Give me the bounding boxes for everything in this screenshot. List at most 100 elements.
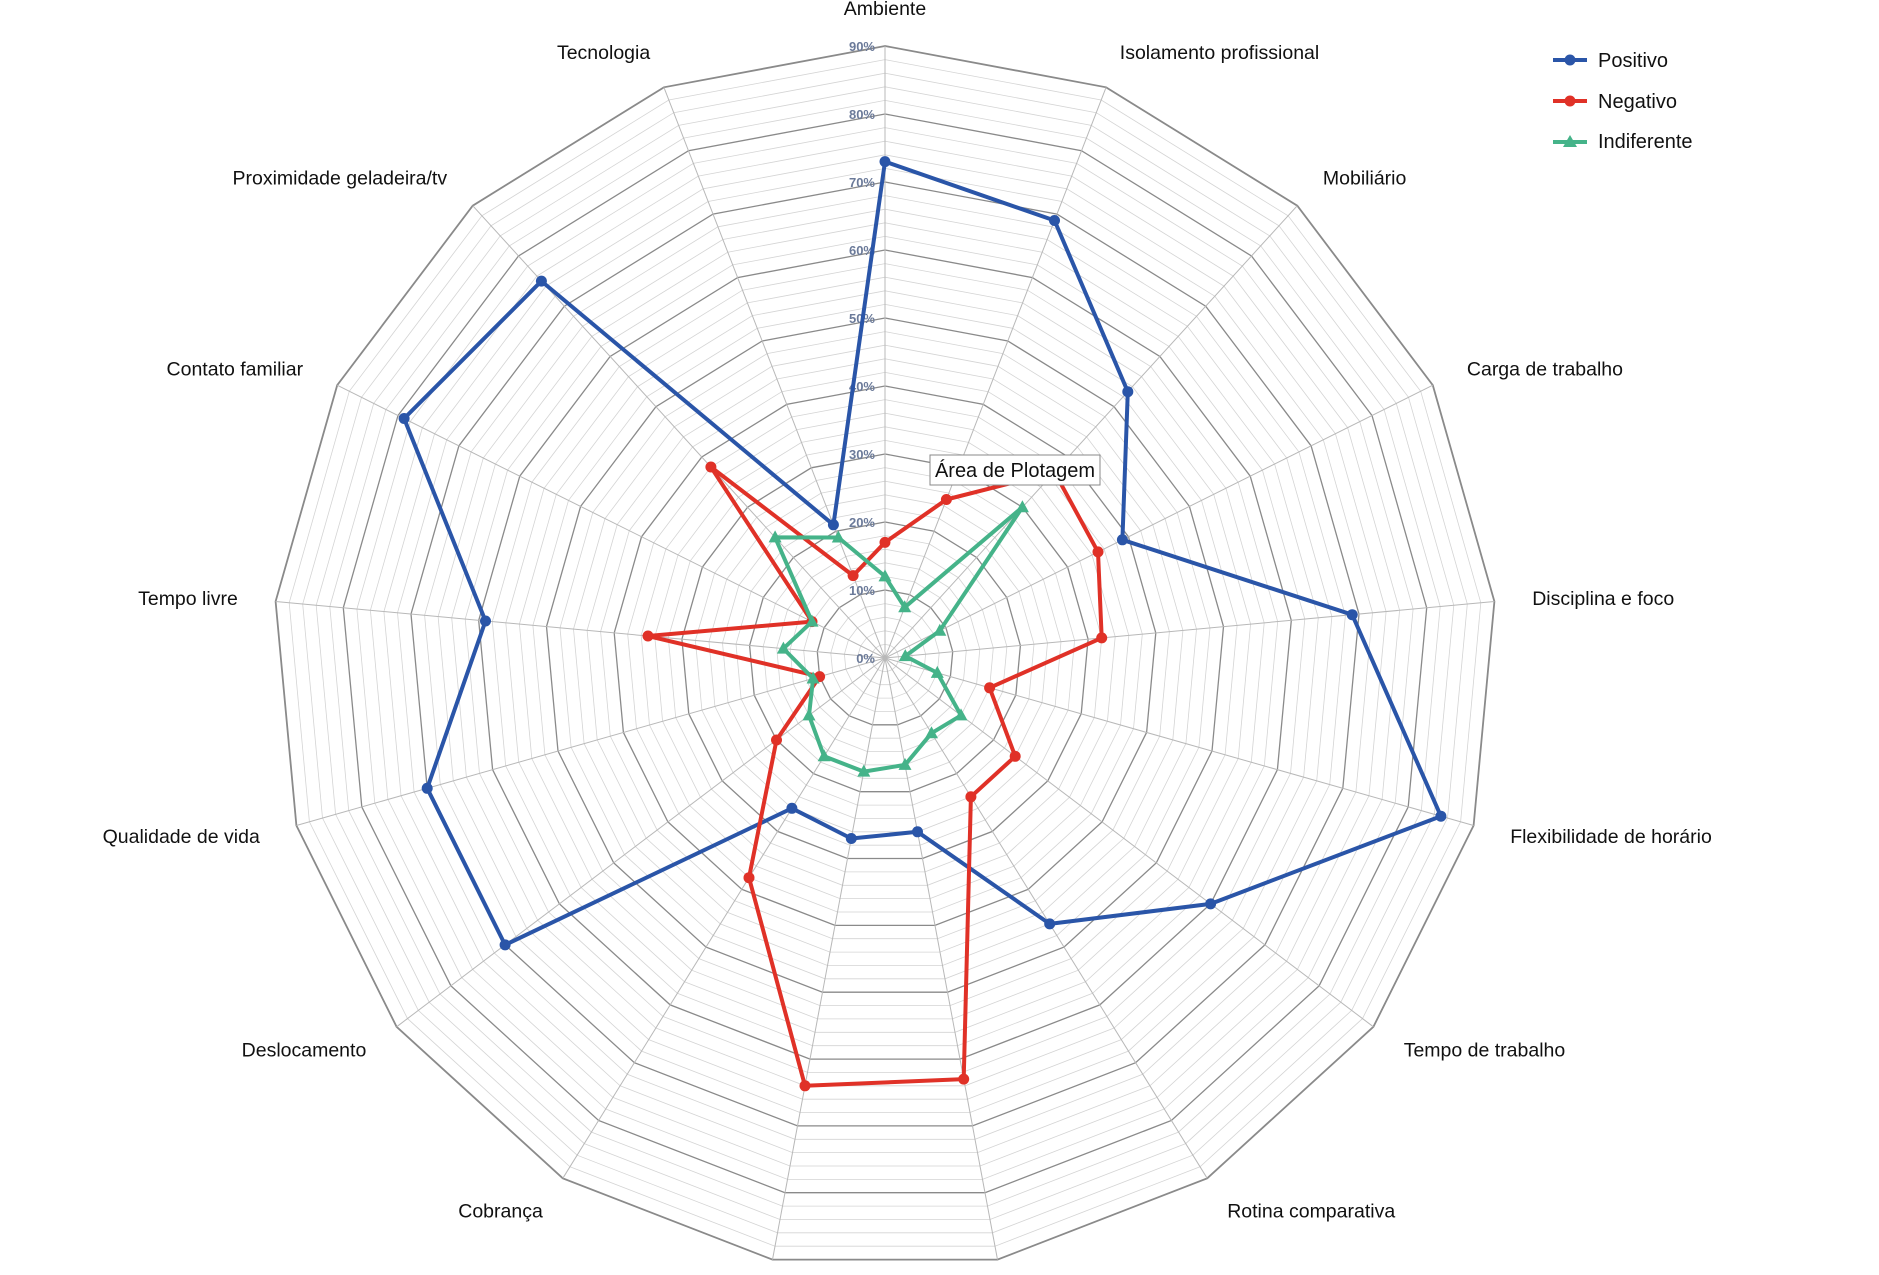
data-point-positivo-deslocamento: [499, 939, 511, 951]
category-label-carga-de-trabalho: Carga de trabalho: [1467, 358, 1623, 380]
data-point-negativo-carga-de-trabalho: [1092, 546, 1104, 558]
spoke-deslocamento: [396, 657, 886, 1028]
data-point-positivo-tecnologia: [827, 519, 839, 531]
grid-ring-minor: [369, 140, 1401, 1167]
category-label-qualidade-de-vida: Qualidade de vida: [103, 826, 260, 848]
data-point-negativo-isolamento-profissional: [940, 494, 952, 505]
spoke-tempo-livre: [275, 601, 886, 659]
tick-label: 10%: [849, 583, 875, 598]
data-point-negativo-infraestrutura: [958, 1073, 970, 1085]
grid-ring-minor: [627, 399, 1143, 913]
data-point-negativo-tempo-de-trabalho: [1009, 750, 1021, 762]
data-point-indiferente-tecnologia: [831, 530, 845, 543]
data-point-negativo-interacao-profissional: [799, 1080, 811, 1092]
data-point-positivo-cobranca: [786, 802, 798, 814]
grid-ring-minor: [397, 167, 1373, 1140]
data-point-positivo-tempo-livre: [480, 615, 491, 627]
series-line-positivo: [402, 159, 1443, 947]
category-label-disciplina-e-foco: Disciplina e foco: [1532, 588, 1674, 610]
data-point-negativo-ambiente: [879, 536, 891, 548]
grid-ring-minor: [708, 480, 1062, 833]
data-point-indiferente-deslocamento: [802, 708, 816, 721]
grid-ring-minor: [424, 195, 1346, 1113]
grid-ring-minor: [518, 290, 1252, 1020]
category-label-isolamento-profissional: Isolamento profissional: [1120, 42, 1319, 64]
data-point-indiferente-ambiente: [878, 569, 892, 582]
category-label-deslocamento: Deslocamento: [242, 1040, 367, 1062]
data-point-positivo-disciplina-e-foco: [1346, 609, 1358, 621]
series-line-indiferente: [773, 505, 1025, 774]
series-negativo: [642, 461, 1108, 1092]
category-label-proximidade-geladeira-tv: Proximidade geladeira/tv: [232, 168, 447, 190]
grid-ring-major: [274, 45, 1496, 1261]
category-label-tecnologia: Tecnologia: [557, 42, 650, 64]
legend-label-indiferente: Indiferente: [1598, 131, 1693, 153]
grid-ring-minor: [667, 439, 1103, 873]
grid-ring-minor: [329, 99, 1441, 1207]
series-group: [398, 156, 1447, 1092]
tick-label: 90%: [849, 39, 875, 54]
grid-ring-major: [748, 521, 1022, 793]
grid-ring-minor: [532, 303, 1238, 1006]
category-label-cobranca: Cobrança: [458, 1201, 543, 1223]
series-line-negativo: [646, 465, 1104, 1088]
series-positivo: [398, 156, 1447, 951]
category-label-tempo-de-trabalho: Tempo de trabalho: [1404, 1040, 1566, 1062]
data-point-indiferente-tempo-livre: [776, 641, 790, 654]
data-point-positivo-infraestrutura: [912, 826, 923, 838]
grid-ring-minor: [559, 331, 1211, 980]
plot-area-annotation-box: [929, 454, 1101, 486]
grid-ring-minor: [288, 59, 1482, 1247]
legend-marker-positivo: [1564, 54, 1576, 66]
spoke-disciplina-e-foco: [884, 601, 1495, 659]
data-point-positivo-interacao-profissional: [845, 833, 857, 844]
legend-item-negativo: Negativo: [1553, 91, 1677, 113]
data-point-indiferente-mobiliario: [1015, 500, 1029, 513]
grid-ring-major: [545, 317, 1225, 993]
data-point-negativo-flexibilidade-de-horario: [984, 682, 996, 694]
radial-tick-labels: 0%10%20%30%40%50%60%70%80%90%: [849, 39, 875, 666]
data-point-indiferente-tempo-de-trabalho: [954, 708, 968, 721]
data-point-indiferente-disciplina-e-foco: [898, 649, 912, 662]
grid-ring-minor: [464, 235, 1306, 1073]
data-point-positivo-isolamento-profissional: [1049, 215, 1060, 226]
data-point-negativo-cobranca: [743, 872, 755, 884]
data-point-indiferente-infraestrutura: [898, 757, 912, 770]
grid-ring-minor: [735, 507, 1035, 806]
data-point-positivo-tempo-de-trabalho: [1205, 898, 1217, 910]
grid-ring-minor: [356, 127, 1414, 1180]
data-point-negativo-rotina-comparativa: [965, 791, 977, 803]
grid-ring-minor: [315, 86, 1455, 1220]
data-point-indiferente-isolamento-profissional: [898, 600, 912, 613]
grid-ring-major: [478, 249, 1292, 1060]
tick-label: 60%: [849, 243, 875, 258]
spoke-isolamento-profissional: [884, 87, 1107, 659]
legend-marker-negativo: [1564, 95, 1576, 107]
data-point-positivo-contato-familiar: [398, 413, 410, 424]
grid-ring-minor: [302, 72, 1468, 1234]
category-label-contato-familiar: Contato familiar: [167, 358, 304, 380]
data-point-negativo-tempo-livre: [642, 630, 654, 642]
data-point-positivo-qualidade-de-vida: [421, 782, 433, 794]
category-label-tempo-livre: Tempo livre: [138, 588, 238, 610]
data-point-negativo-deslocamento: [771, 734, 782, 746]
tick-label: 80%: [849, 107, 875, 122]
data-point-negativo-disciplina-e-foco: [1096, 632, 1108, 644]
spoke-proximidade-geladeira-tv: [472, 205, 886, 659]
data-point-negativo-proximidade-geladeira-tv: [705, 461, 717, 473]
grid-ring-minor: [451, 222, 1319, 1087]
grid-ring-minor: [830, 603, 940, 712]
grid-ring-minor: [762, 535, 1008, 779]
tick-label: 70%: [849, 175, 875, 190]
grid-ring-major: [681, 453, 1089, 860]
series-indiferente: [768, 500, 1029, 777]
tick-label: 0%: [856, 651, 875, 666]
category-labels: Ambiente Isolamento profissional Mobiliári…: [103, 0, 1712, 1223]
grid-ring-minor: [491, 263, 1279, 1047]
legend-marker-indiferente: [1563, 135, 1577, 147]
grid-ring-minor: [654, 426, 1116, 886]
tick-label: 30%: [849, 447, 875, 462]
category-label-mobiliario: Mobiliário: [1323, 168, 1407, 190]
spoke-qualidade-de-vida: [296, 657, 886, 826]
